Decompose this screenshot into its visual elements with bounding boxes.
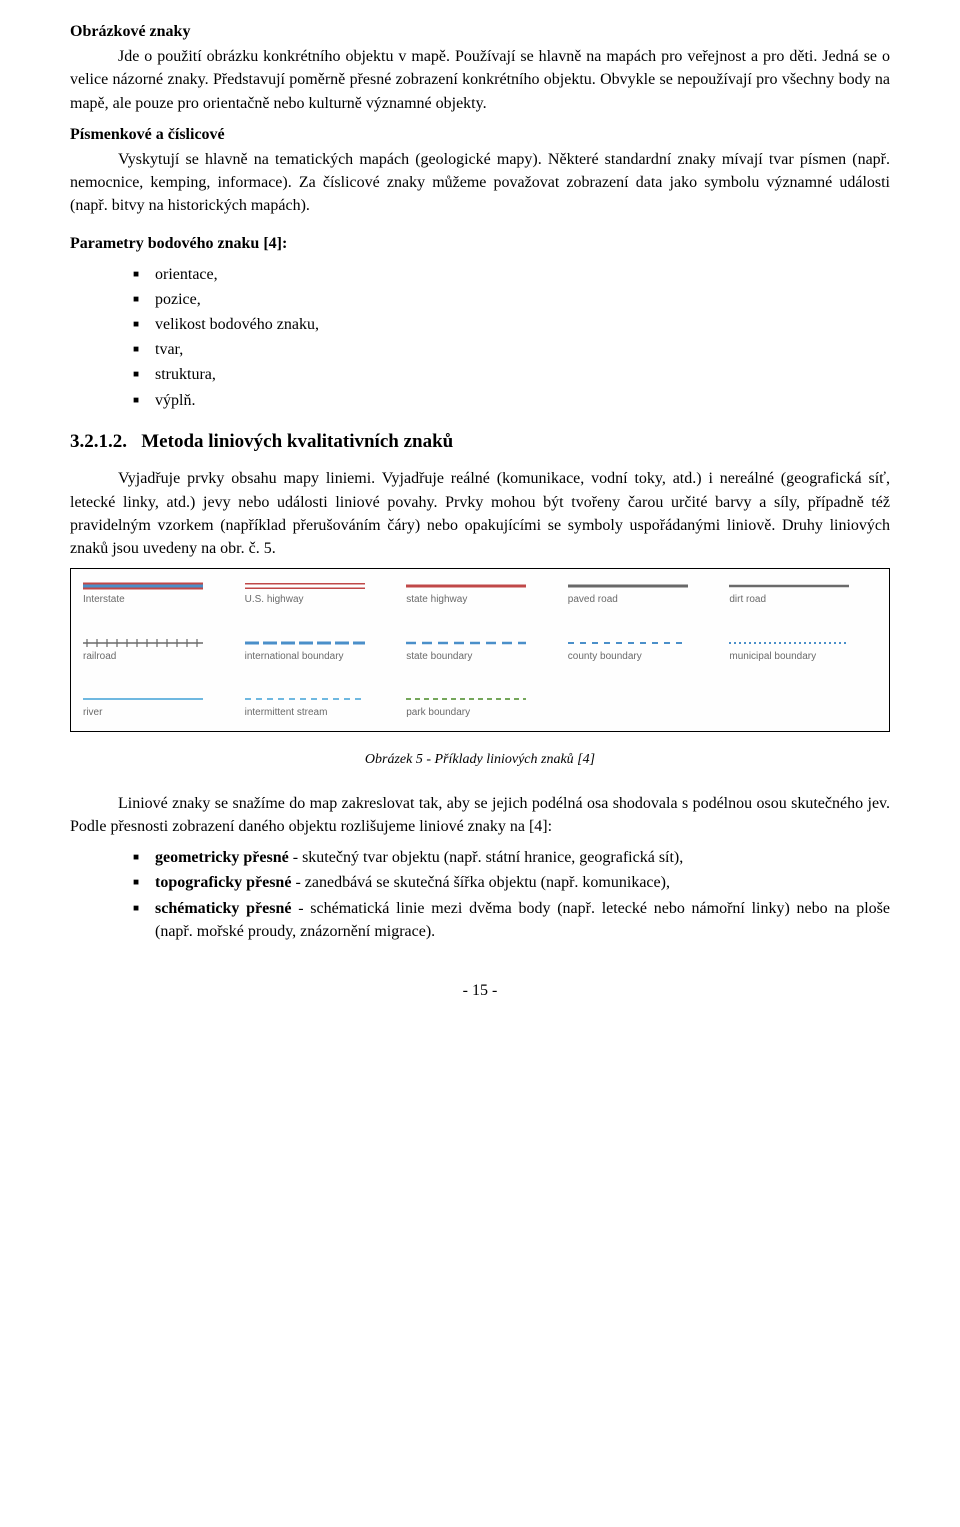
line-sample-icon [406, 579, 526, 593]
params-list: orientace, pozice, velikost bodového zna… [70, 263, 890, 412]
line-sample-icon [729, 636, 849, 650]
para-2: Vyskytují se hlavně na tematických mapác… [70, 148, 890, 218]
para-3: Vyjadřuje prvky obsahu mapy liniemi. Vyj… [70, 467, 890, 560]
para-1: Jde o použití obrázku konkrétního objekt… [70, 45, 890, 115]
accuracy-desc: - zanedbává se skutečná šířka objektu (n… [291, 874, 670, 891]
figure-legend-box: Interstate U.S. highway state highway paved… [70, 568, 890, 732]
legend-item: paved road [568, 579, 716, 608]
line-sample-icon [245, 692, 365, 706]
legend-item: dirt road [729, 579, 877, 608]
accuracy-desc: - skutečný tvar objektu (např. státní hr… [289, 849, 684, 866]
accuracy-term: geometricky přesné [155, 849, 289, 866]
legend-label: railroad [83, 650, 231, 665]
legend-item [568, 692, 716, 721]
params-title: Parametry bodového znaku [4]: [70, 232, 890, 255]
legend-item: state boundary [406, 636, 554, 665]
legend-label: international boundary [245, 650, 393, 665]
figure-caption: Obrázek 5 - Příklady liniových znaků [4] [70, 750, 890, 770]
list-item: velikost bodového znaku, [155, 313, 890, 336]
list-item: pozice, [155, 288, 890, 311]
line-sample-icon [729, 579, 849, 593]
legend-label: dirt road [729, 593, 877, 608]
legend-label: county boundary [568, 650, 716, 665]
line-sample-icon [245, 636, 365, 650]
legend-label: paved road [568, 593, 716, 608]
list-item: topograficky přesné - zanedbává se skute… [155, 871, 890, 894]
legend-label: state boundary [406, 650, 554, 665]
section-title-text: Metoda liniových kvalitativních znaků [141, 431, 453, 452]
legend-item: U.S. highway [245, 579, 393, 608]
legend-row: Interstate U.S. highway state highway paved… [83, 579, 877, 608]
legend-label: municipal boundary [729, 650, 877, 665]
accuracy-term: topograficky přesné [155, 874, 291, 891]
legend-item: county boundary [568, 636, 716, 665]
line-sample-icon [245, 579, 365, 593]
legend-item: municipal boundary [729, 636, 877, 665]
legend-row: river intermittent stream park boundary [83, 692, 877, 721]
line-sample-icon [568, 579, 688, 593]
list-item: geometricky přesné - skutečný tvar objek… [155, 846, 890, 869]
legend-label: U.S. highway [245, 593, 393, 608]
legend-item: international boundary [245, 636, 393, 665]
legend-item: intermittent stream [245, 692, 393, 721]
line-sample-icon [83, 692, 203, 706]
legend-label: park boundary [406, 706, 554, 721]
page-number: - 15 - [70, 979, 890, 1002]
heading-pismenkove: Písmenkové a číslicové [70, 123, 890, 146]
legend-label: Interstate [83, 593, 231, 608]
line-sample-icon [406, 692, 526, 706]
list-item: výplň. [155, 389, 890, 412]
line-sample-icon [83, 636, 203, 650]
list-item: orientace, [155, 263, 890, 286]
line-sample-icon [568, 636, 688, 650]
list-item: tvar, [155, 338, 890, 361]
list-item: schématicky přesné - schématická linie m… [155, 897, 890, 943]
legend-label: river [83, 706, 231, 721]
legend-item: railroad [83, 636, 231, 665]
legend-row: railroad international boundary state boun… [83, 636, 877, 665]
line-sample-icon [83, 579, 203, 593]
legend-label: state highway [406, 593, 554, 608]
legend-item: park boundary [406, 692, 554, 721]
legend-label: intermittent stream [245, 706, 393, 721]
list-item: struktura, [155, 363, 890, 386]
legend-item: Interstate [83, 579, 231, 608]
accuracy-term: schématicky přesné [155, 900, 292, 917]
para-4: Liniové znaky se snažíme do map zakreslo… [70, 792, 890, 838]
section-heading: 3.2.1.2. Metoda liniových kvalitativních… [70, 428, 890, 456]
heading-obrazove: Obrázkové znaky [70, 20, 890, 43]
accuracy-list: geometricky přesné - skutečný tvar objek… [70, 846, 890, 943]
legend-item: state highway [406, 579, 554, 608]
line-sample-icon [406, 636, 526, 650]
section-number: 3.2.1.2. [70, 431, 127, 452]
legend-item [729, 692, 877, 721]
legend-item: river [83, 692, 231, 721]
